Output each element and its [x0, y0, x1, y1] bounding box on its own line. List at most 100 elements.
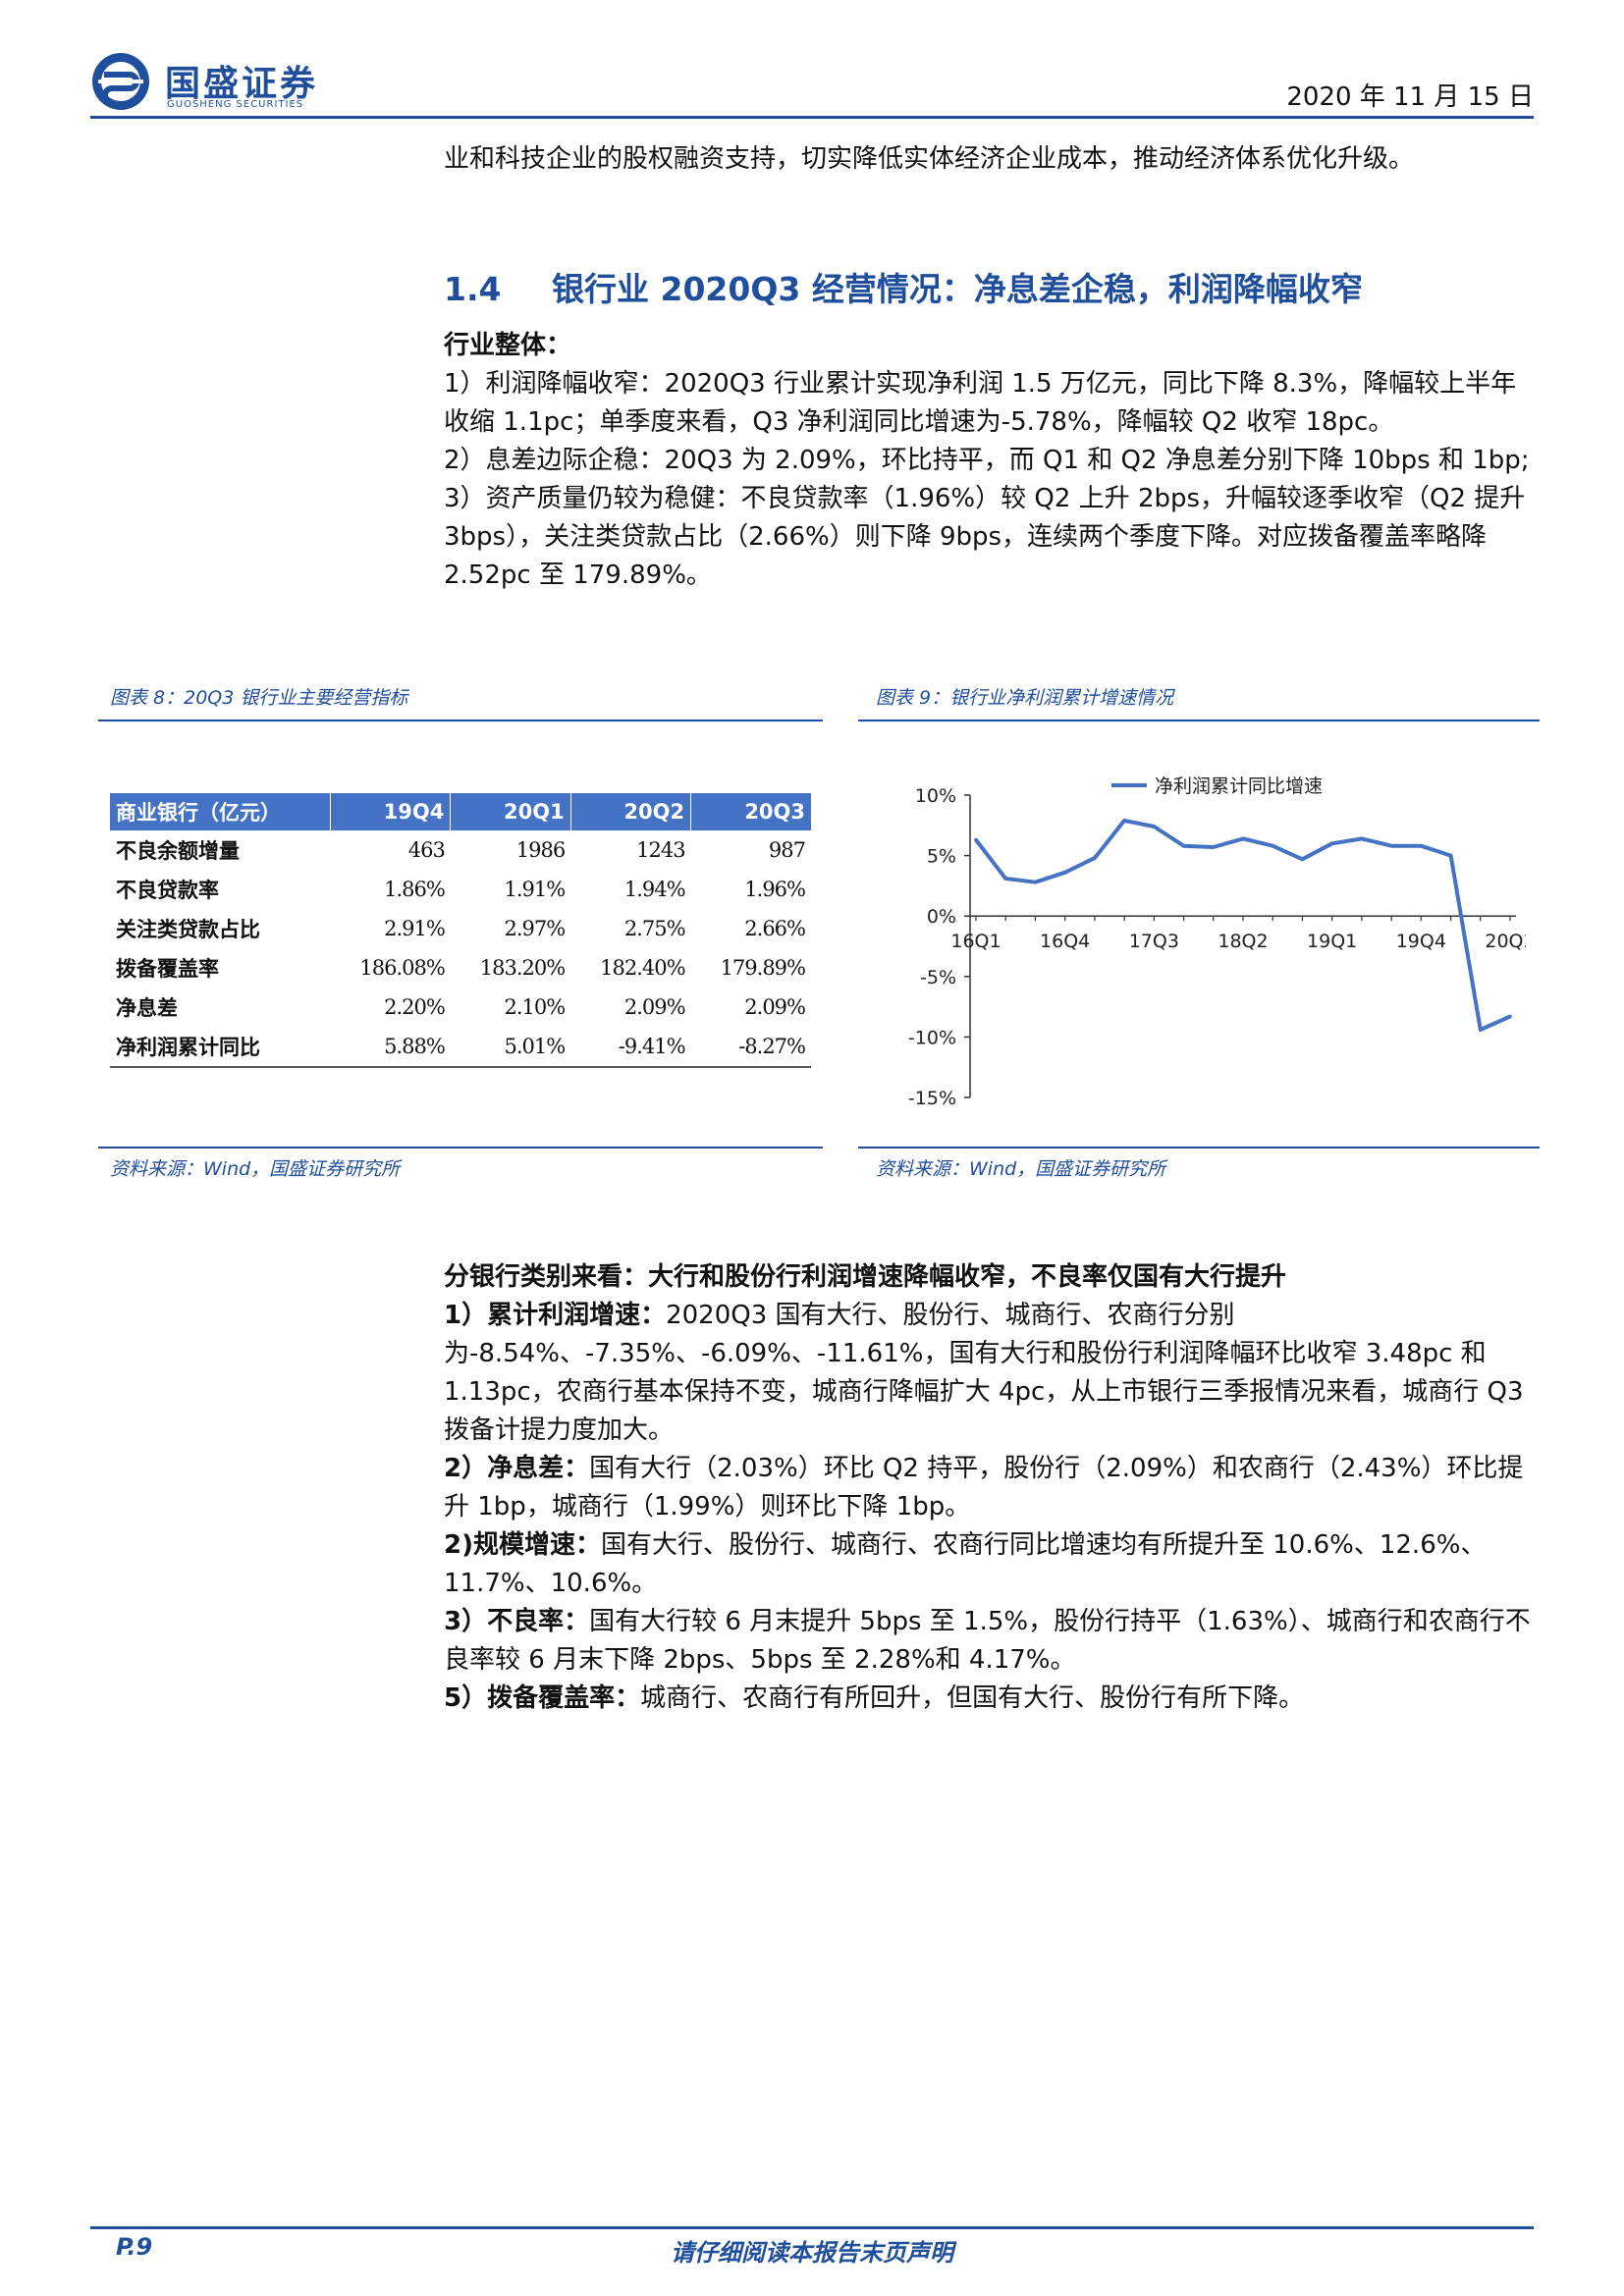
row-label: 净利润累计同比	[110, 1027, 331, 1068]
figure9-bottom-rule	[858, 1147, 1540, 1148]
y-tick-label: -15%	[908, 1088, 956, 1109]
x-tick-label: 16Q4	[1040, 931, 1090, 952]
x-tick-label: 16Q1	[950, 931, 1001, 952]
data-point	[1241, 836, 1245, 841]
point-text: 国有大行（2.03%）环比 Q2 持平，股份行（2.09%）和农商行（2.43%…	[444, 1454, 1524, 1522]
y-tick-label: 10%	[915, 785, 956, 807]
table-row: 拨备覆盖率 186.08% 183.20% 182.40% 179.89%	[110, 948, 811, 988]
figure9-source: 资料来源：Wind，国盛证券研究所	[876, 1158, 1166, 1180]
data-point	[1389, 843, 1393, 848]
bank-type-title: 分银行类别来看：大行和股份行利润增速降幅收窄，不良率仅国有大行提升	[444, 1262, 1287, 1292]
point-text: 国有大行、股份行、城商行、农商行同比增速均有所提升至 10.6%、12.6%、1…	[444, 1530, 1487, 1598]
bank-type-block: 分银行类别来看：大行和股份行利润增速降幅收窄，不良率仅国有大行提升 1）累计利润…	[444, 1258, 1536, 1718]
page-number: P.9	[116, 2233, 153, 2261]
table-cell: 2.97%	[504, 917, 566, 940]
data-point	[1448, 853, 1453, 858]
overall-point: 2）息差边际企稳：20Q3 为 2.09%，环比持平，而 Q1 和 Q2 净息差…	[444, 446, 1530, 475]
bank-type-point: 3）不良率：国有大行较 6 月末提升 5bps 至 1.5%，股份行持平（1.6…	[444, 1603, 1536, 1680]
table-header-cell: 20Q2	[569, 793, 691, 830]
row-label: 不良余额增量	[116, 839, 240, 863]
point-label: 2)规模增速：	[444, 1530, 601, 1560]
table-cell: 1243	[636, 838, 685, 862]
table-cell: 183.20%	[479, 956, 566, 980]
table-cell: -8.27%	[690, 1027, 811, 1068]
figure9-caption: 图表 9：银行业净利润累计增速情况	[876, 687, 1174, 709]
y-tick-label: 5%	[927, 846, 956, 868]
figure8-source: 资料来源：Wind，国盛证券研究所	[110, 1158, 401, 1180]
x-tick-label: 19Q4	[1396, 931, 1446, 952]
data-point	[974, 837, 978, 842]
table-cell: 2.66%	[744, 917, 806, 940]
data-point	[1478, 1028, 1483, 1032]
table-row: 关注类贷款占比 2.91% 2.97% 2.75% 2.66%	[110, 909, 811, 948]
overall-title: 行业整体：	[444, 331, 572, 360]
figure8-caption: 图表 8：20Q3 银行业主要经营指标	[110, 687, 408, 709]
table-cell: 1.86%	[384, 878, 446, 901]
data-point	[1003, 877, 1008, 881]
table-cell: 2.75%	[623, 917, 686, 940]
table-cell: 463	[407, 838, 446, 862]
x-tick-label: 19Q1	[1307, 931, 1357, 952]
data-point	[1360, 836, 1364, 841]
row-label: 不良贷款率	[116, 879, 219, 902]
data-point	[1152, 825, 1157, 828]
section-heading: 1.4 银行业 2020Q3 经营情况：净息差企稳，利润降幅收窄	[444, 263, 1363, 310]
y-tick-label: -5%	[920, 967, 956, 988]
figure8-bottom-rule	[98, 1147, 823, 1148]
bank-type-point: 2）净息差：国有大行（2.03%）环比 Q2 持平，股份行（2.09%）和农商行…	[444, 1450, 1536, 1526]
overall-block: 行业整体： 1）利润降幅收窄：2020Q3 行业累计实现净利润 1.5 万亿元，…	[444, 327, 1536, 595]
table-cell: 1.96%	[744, 878, 806, 901]
section-title: 银行业 2020Q3 经营情况：净息差企稳，利润降幅收窄	[552, 270, 1363, 308]
table-cell: 1986	[515, 838, 566, 862]
bank-type-point: 1）累计利润增速：2020Q3 国有大行、股份行、城商行、农商行分别为-8.54…	[444, 1297, 1536, 1450]
y-tick-label: -10%	[908, 1027, 956, 1048]
report-date: 2020 年 11 月 15 日	[1286, 82, 1534, 112]
x-tick-label: 20Q3	[1485, 931, 1526, 952]
overall-point: 1）利润降幅收窄：2020Q3 行业累计实现净利润 1.5 万亿元，同比下降 8…	[444, 369, 1517, 437]
bank-type-point: 2)规模增速：国有大行、股份行、城商行、农商行同比增速均有所提升至 10.6%、…	[444, 1526, 1536, 1603]
y-tick-label: 0%	[927, 906, 956, 928]
table-header-cell: 20Q1	[450, 793, 571, 830]
header-divider	[90, 116, 1534, 119]
brand-name-english: GUOSHENG SECURITIES	[167, 99, 304, 110]
legend-label: 净利润累计同比增速	[1155, 775, 1323, 797]
table-header-cell: 19Q4	[329, 793, 451, 830]
data-point	[1419, 843, 1424, 848]
bank-type-point: 5）拨备覆盖率：城商行、农商行有所回升，但国有大行、股份行有所下降。	[444, 1680, 1536, 1718]
table-header-cell: 商业银行（亿元）	[110, 793, 331, 830]
table-cell: -9.41%	[570, 1027, 691, 1068]
table-cell: 1.94%	[623, 878, 686, 901]
data-point	[1062, 871, 1067, 875]
table-row: 不良贷款率 1.86% 1.91% 1.94% 1.96%	[110, 870, 811, 909]
figure8-top-rule	[98, 720, 823, 721]
point-text: 2020Q3 国有大行、股份行、城商行、农商行分别为-8.54%、-7.35%、…	[444, 1301, 1524, 1445]
data-point	[1122, 819, 1126, 823]
table-row: 净利润累计同比 5.88% 5.01% -9.41% -8.27%	[110, 1027, 811, 1068]
overall-point: 3）资产质量仍较为稳健：不良贷款率（1.96%）较 Q2 上升 2bps，升幅较…	[444, 484, 1526, 590]
company-logo-icon	[92, 53, 149, 110]
row-label: 关注类贷款占比	[116, 918, 260, 941]
point-label: 3）不良率：	[444, 1607, 590, 1636]
table-cell: 5.01%	[450, 1027, 571, 1068]
profit-growth-chart: 10% 5% 0% -5% -10% -15% 16Q1 16Q4 17Q3 18Q2 19Q1 19…	[908, 775, 1526, 1109]
point-label: 1）累计利润增速：	[444, 1301, 667, 1330]
x-tick-label: 18Q2	[1218, 931, 1268, 952]
data-point	[1181, 843, 1186, 848]
data-point	[1271, 843, 1275, 848]
table-header-row: 商业银行（亿元） 19Q4 20Q1 20Q2 20Q3	[110, 793, 811, 830]
table-cell: 2.20%	[384, 995, 446, 1019]
table-header-cell: 20Q3	[690, 793, 811, 830]
table-cell: 2.09%	[744, 995, 806, 1019]
point-label: 2）净息差：	[444, 1454, 590, 1483]
data-point	[1329, 841, 1334, 846]
data-point	[1033, 880, 1038, 884]
figure9-top-rule	[858, 720, 1540, 721]
indicators-table: 商业银行（亿元） 19Q4 20Q1 20Q2 20Q3 不良余额增量 463 …	[110, 793, 811, 1068]
table-cell: 2.91%	[384, 917, 446, 940]
x-tick-label: 17Q3	[1129, 931, 1179, 952]
table-cell: 1.91%	[504, 878, 566, 901]
section-number: 1.4	[444, 270, 502, 308]
table-cell: 5.88%	[330, 1027, 451, 1068]
series-line	[974, 818, 1511, 1032]
row-label: 拨备覆盖率	[116, 957, 219, 981]
